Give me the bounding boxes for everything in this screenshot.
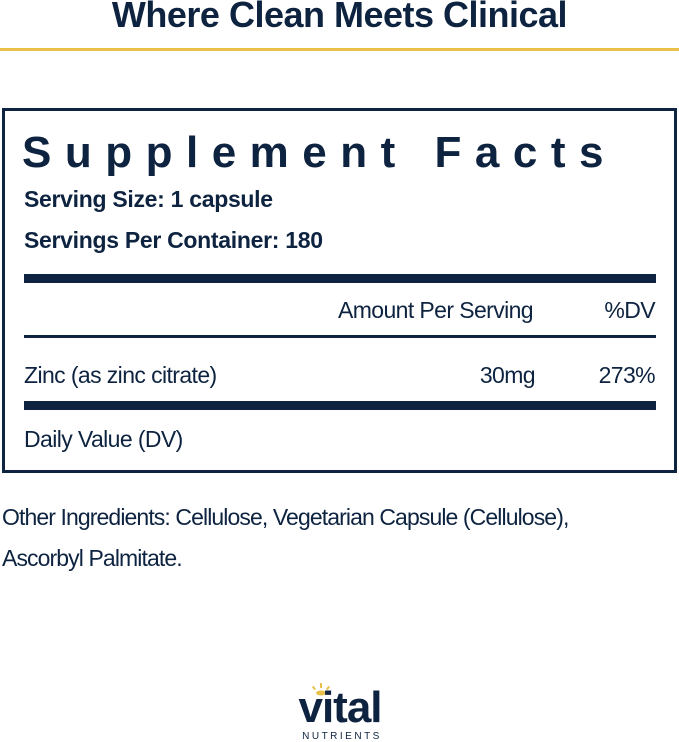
nutrient-amount: 30mg — [479, 362, 536, 388]
other-ingredients-line1: Other Ingredients: Cellulose, Vegetarian… — [2, 504, 569, 530]
supplement-facts-panel — [2, 108, 677, 473]
vital-nutrients-logo: vital NUTRIENTS — [298, 683, 383, 742]
gold-divider — [0, 48, 679, 51]
nutrient-name: Zinc (as zinc citrate) — [24, 362, 217, 388]
logo-sub: NUTRIENTS — [302, 731, 382, 742]
thin-divider — [24, 335, 656, 338]
amount-per-serving-header: Amount Per Serving — [337, 297, 534, 323]
dv-header: %DV — [604, 297, 655, 323]
nutrient-dv: 273% — [598, 362, 656, 388]
logo-word: vital — [298, 683, 381, 732]
sunburst-icon — [311, 683, 331, 696]
supplement-facts-title: Supplement Facts — [22, 128, 617, 177]
thick-divider — [24, 274, 656, 283]
other-ingredients-line2: Ascorbyl Palmitate. — [2, 545, 183, 571]
daily-value-footnote: Daily Value (DV) — [24, 426, 183, 452]
servings-per-container: Servings Per Container: 180 — [24, 227, 323, 253]
serving-size: Serving Size: 1 capsule — [24, 186, 273, 212]
page-tagline: Where Clean Meets Clinical — [111, 0, 568, 35]
thick-divider — [24, 401, 656, 410]
